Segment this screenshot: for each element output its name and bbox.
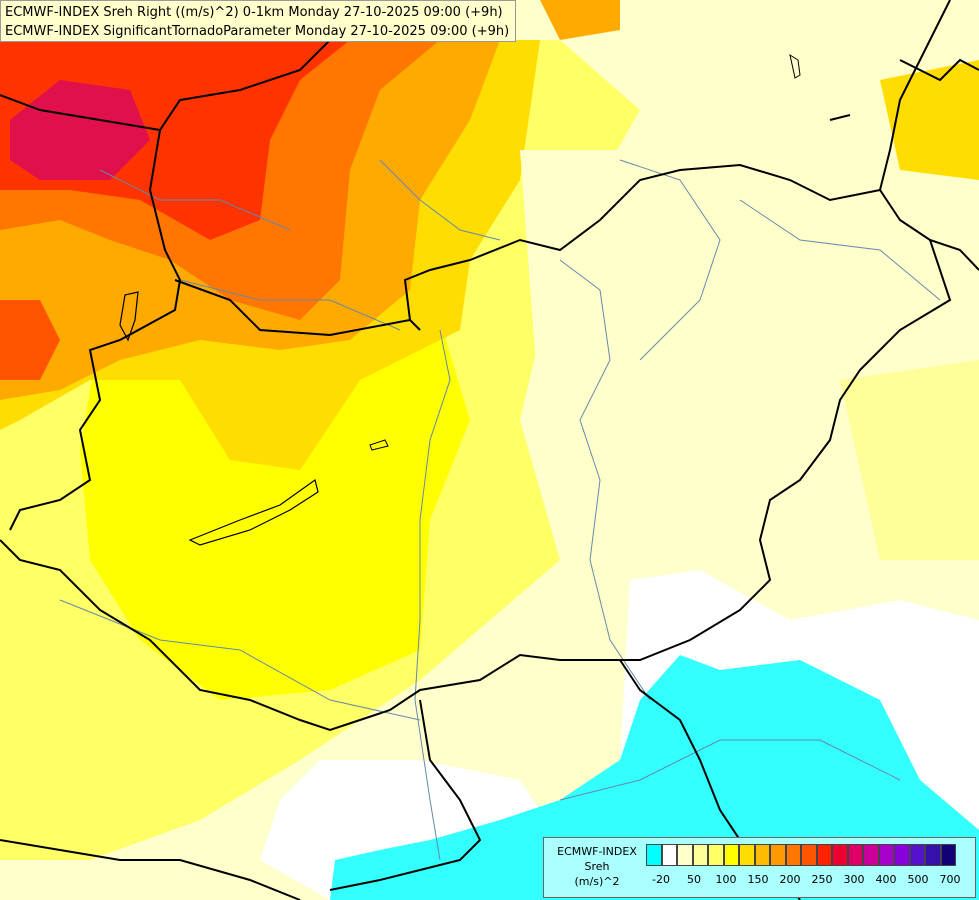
legend-swatch (878, 844, 894, 866)
legend-tick-label: 400 (875, 873, 897, 886)
legend-ticks: -20 50 100 150 200 250 300 400 500 700 (544, 873, 977, 889)
legend-tick-label: 200 (779, 873, 801, 886)
sreh-field-crimson (10, 80, 150, 180)
legend-swatch (770, 844, 786, 866)
legend-swatch (832, 844, 848, 866)
legend-swatch (754, 844, 770, 866)
legend-swatch (909, 844, 925, 866)
map-title-line1: ECMWF-INDEX Sreh Right ((m/s)^2) 0-1km M… (5, 5, 503, 20)
sreh-field-orange-top (540, 0, 620, 40)
small-lake-north (789, 53, 801, 79)
legend-swatch (723, 844, 739, 866)
legend-swatch (816, 844, 832, 866)
neusiedl-lake (119, 291, 139, 342)
legend-tick-label: 100 (715, 873, 737, 886)
rivers (59, 159, 941, 861)
map-title-line2: ECMWF-INDEX SignificantTornadoParameter … (5, 24, 510, 39)
legend-swatch (940, 844, 956, 866)
legend-title-line1: ECMWF-INDEX (557, 845, 637, 858)
sreh-field-red-west (0, 300, 60, 380)
legend-swatch (661, 844, 677, 866)
legend-swatch (894, 844, 910, 866)
color-legend: ECMWF-INDEX Sreh (m/s)^2 -20 50 100 150 200 2… (543, 837, 976, 898)
legend-tick-label: 50 (687, 873, 701, 886)
legend-swatch (925, 844, 941, 866)
legend-tick-label: 700 (939, 873, 961, 886)
legend-swatches (646, 844, 956, 866)
sreh-field-light-east (840, 360, 979, 560)
legend-swatch (739, 844, 755, 866)
legend-tick-label: -20 (652, 873, 670, 886)
map-title-box: ECMWF-INDEX Sreh Right ((m/s)^2) 0-1km M… (0, 0, 516, 42)
small-lake (369, 439, 389, 451)
legend-title-line3: (m/s)^2 (574, 875, 620, 888)
legend-swatch (847, 844, 863, 866)
legend-tick-label: 500 (907, 873, 929, 886)
sreh-field-pale-east (520, 150, 979, 640)
legend-tick-label: 250 (811, 873, 833, 886)
legend-title-line2: Sreh (584, 860, 610, 873)
legend-swatch (863, 844, 879, 866)
legend-swatch (801, 844, 817, 866)
legend-swatch (677, 844, 693, 866)
legend-tick-label: 150 (747, 873, 769, 886)
legend-tick-label: 300 (843, 873, 865, 886)
legend-title: ECMWF-INDEX Sreh (m/s)^2 (547, 844, 647, 889)
legend-swatch (692, 844, 708, 866)
lake-balaton (188, 478, 319, 546)
legend-swatch (646, 844, 662, 866)
legend-swatch (708, 844, 724, 866)
legend-swatch (785, 844, 801, 866)
sreh-field-yellow-strong (80, 320, 470, 700)
